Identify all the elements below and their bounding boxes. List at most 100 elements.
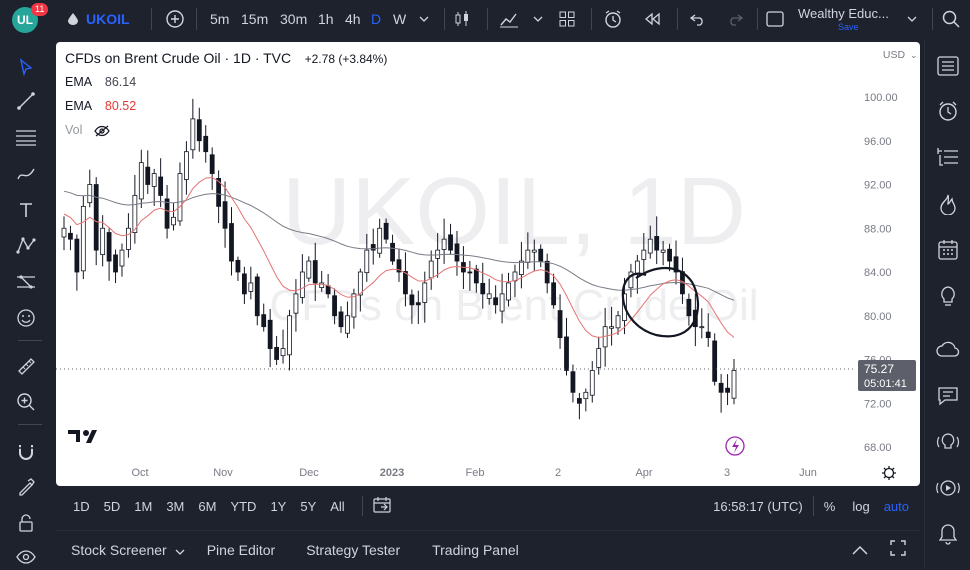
interval-1h[interactable]: 1h	[318, 11, 334, 27]
legend-main[interactable]: CFDs on Brent Crude Oil · 1D · TVC +2.78…	[65, 50, 387, 66]
candle-body	[126, 227, 131, 250]
price-chart[interactable]: UKOIL, 1D CFDs on Brent Crude Oil 100.00…	[56, 42, 920, 486]
cursor-icon[interactable]	[13, 54, 39, 80]
search-icon[interactable]	[940, 0, 962, 38]
indicators-icon[interactable]	[497, 0, 521, 38]
tab-stock-screener[interactable]: Stock Screener	[71, 541, 167, 558]
candle-body	[370, 244, 376, 251]
range-all[interactable]: All	[330, 498, 345, 514]
interval-w[interactable]: W	[393, 11, 407, 27]
watermark-symbol: UKOIL, 1D	[282, 158, 746, 265]
pattern-icon[interactable]	[13, 232, 39, 258]
maximize-panel-icon[interactable]	[890, 540, 906, 559]
candle-body	[209, 154, 215, 174]
candle-body	[467, 271, 473, 274]
legend-ema-short[interactable]: EMA 80.52	[65, 99, 136, 113]
chevron-up-icon[interactable]	[852, 542, 868, 558]
range-1y[interactable]: 1Y	[270, 498, 287, 514]
time-scale[interactable]: Oct Nov Dec 2023 Feb 2 Apr 3 Jun	[131, 467, 816, 479]
price-scale[interactable]: 100.0096.0092.0088.0084.0080.0076.0072.0…	[864, 92, 898, 454]
percent-toggle[interactable]: %	[823, 498, 836, 514]
chart-pane[interactable]: UKOIL, 1D CFDs on Brent Crude Oil 100.00…	[56, 42, 920, 486]
currency-chevron-down-icon[interactable]: ⌄	[910, 50, 918, 60]
ideas-bulb-icon[interactable]	[934, 282, 962, 310]
candle-body	[428, 260, 434, 279]
chats-icon[interactable]	[934, 382, 962, 410]
chat-cloud-icon[interactable]	[934, 336, 962, 364]
interval-5m[interactable]: 5m	[210, 11, 230, 27]
hotlists-flame-icon[interactable]	[934, 190, 962, 218]
legend-ema-long[interactable]: EMA 86.14	[65, 75, 136, 89]
redo-icon[interactable]	[724, 0, 746, 38]
drawing-toolbar	[0, 40, 52, 568]
interval-30m[interactable]: 30m	[280, 11, 308, 27]
lock-icon[interactable]	[13, 510, 39, 536]
notifications-bell-icon[interactable]	[934, 520, 962, 548]
legend-volume[interactable]: Vol	[65, 123, 110, 137]
alert-clock-icon[interactable]	[601, 0, 625, 38]
interval-chevron-down-icon[interactable]	[417, 0, 431, 38]
range-5d[interactable]: 5D	[103, 498, 121, 514]
volume-label: Vol	[65, 123, 83, 137]
stock-screener-chevron-down-icon[interactable]	[175, 542, 185, 558]
currency-label[interactable]: USD	[883, 49, 906, 61]
trend-line-icon[interactable]	[13, 88, 39, 114]
time-tick-label: 2023	[380, 467, 404, 479]
candles-icon[interactable]	[451, 0, 473, 38]
candle-body	[87, 184, 93, 204]
templates-grid-icon[interactable]	[556, 0, 578, 38]
zoom-in-icon[interactable]	[13, 389, 39, 415]
auto-toggle[interactable]: auto	[883, 498, 909, 514]
chart-settings-gear-icon[interactable]	[882, 466, 896, 480]
symbol-search-button[interactable]: UKOIL	[86, 11, 130, 27]
layout-name[interactable]: Wealthy Educ...	[798, 6, 889, 21]
range-ytd[interactable]: YTD	[230, 498, 257, 514]
save-status[interactable]: Save	[838, 22, 859, 32]
horizontal-lines-icon[interactable]	[13, 124, 39, 150]
clock-time[interactable]: 16:58:17 (UTC)	[713, 498, 803, 514]
tab-trading-panel[interactable]: Trading Panel	[432, 541, 519, 558]
indicators-chevron-down-icon[interactable]	[531, 0, 545, 38]
eye-icon[interactable]	[13, 544, 39, 570]
candle-body	[544, 260, 550, 284]
undo-icon[interactable]	[687, 0, 709, 38]
range-5y[interactable]: 5Y	[300, 498, 317, 514]
circle-annotation[interactable]	[621, 267, 700, 338]
prediction-icon[interactable]	[13, 269, 39, 295]
brush-icon[interactable]	[13, 161, 39, 187]
compare-add-icon[interactable]	[163, 0, 187, 38]
magnet-icon[interactable]	[13, 439, 39, 465]
object-tree-icon[interactable]	[934, 143, 962, 171]
broadcast-play-icon[interactable]	[934, 474, 962, 502]
tab-strategy-tester[interactable]: Strategy Tester	[306, 541, 401, 558]
alerts-clock-icon[interactable]	[934, 97, 962, 125]
interval-4h[interactable]: 4h	[345, 11, 361, 27]
eye-crossed-icon[interactable]	[94, 123, 110, 137]
streams-bulb-icon[interactable]	[934, 428, 962, 456]
candle-body	[248, 282, 254, 292]
candle-body	[641, 249, 647, 260]
candle-body	[551, 282, 557, 306]
interval-d[interactable]: D	[371, 11, 382, 27]
emoji-icon[interactable]	[13, 305, 39, 331]
interval-15m[interactable]: 15m	[241, 11, 269, 27]
tab-pine-editor[interactable]: Pine Editor	[206, 541, 276, 558]
fullscreen-square-icon[interactable]	[764, 0, 786, 38]
range-6m[interactable]: 6M	[198, 498, 217, 514]
price-tick-label: 88.00	[864, 223, 892, 235]
candle-body	[312, 260, 318, 284]
event-flash-icon[interactable]	[725, 436, 745, 456]
range-1d[interactable]: 1D	[73, 498, 90, 514]
layout-chevron-down-icon[interactable]	[905, 0, 919, 38]
ruler-icon[interactable]	[13, 353, 39, 379]
goto-date-icon[interactable]	[373, 496, 391, 516]
text-tool-icon[interactable]	[13, 197, 39, 223]
range-3m[interactable]: 3M	[166, 498, 185, 514]
watchlist-icon[interactable]	[934, 52, 962, 80]
calendar-icon[interactable]	[934, 236, 962, 264]
range-1m[interactable]: 1M	[134, 498, 153, 514]
price-tag-value: 75.27	[864, 362, 894, 376]
replay-icon[interactable]	[640, 0, 664, 38]
stay-in-drawing-mode-icon[interactable]	[13, 474, 39, 500]
log-toggle[interactable]: log	[852, 498, 870, 514]
